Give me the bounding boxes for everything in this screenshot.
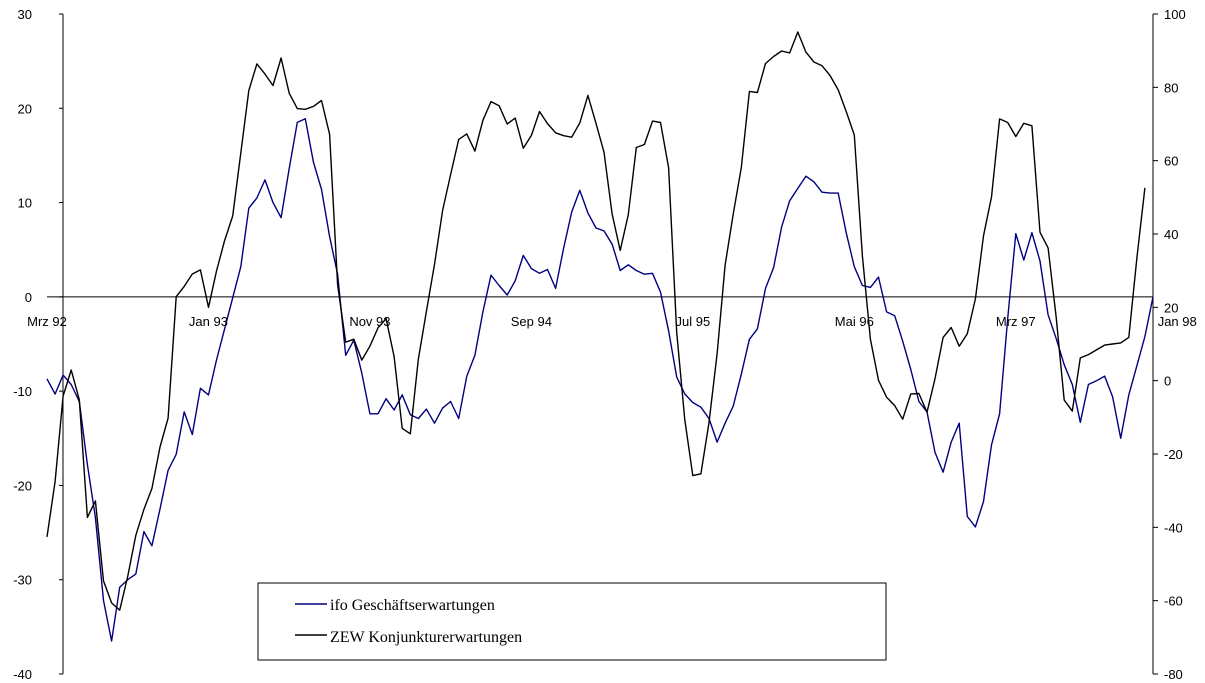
left-tick-label: 10: [18, 196, 32, 211]
right-tick-label: 40: [1164, 227, 1178, 242]
x-tick-label: Mai 96: [835, 314, 874, 329]
axes-layer: [47, 13, 1158, 675]
left-tick-label: -40: [13, 667, 32, 682]
series-line-zew: [46, 31, 1146, 611]
right-tick-label: 20: [1164, 300, 1178, 315]
right-tick-label: -40: [1164, 520, 1183, 535]
legend-box: [257, 582, 887, 661]
x-tick-label: Nov 93: [349, 314, 390, 329]
right-tick-label: -60: [1164, 594, 1183, 609]
left-tick-label: -10: [13, 384, 32, 399]
left-tick-label: 20: [18, 101, 32, 116]
tick-labels-layer: -40 -30 -20 -10 0 10 20 30 -80 -60 -40 -20 0 20 40 60 80…: [13, 7, 1197, 682]
legend-label-ifo: ifo Geschäftserwartungen: [330, 597, 495, 614]
legend: ifo Geschäftserwartungen ZEW Konjunkture…: [257, 582, 887, 661]
left-tick-label: 0: [25, 290, 32, 305]
x-tick-label: Mrz 92: [27, 314, 67, 329]
right-tick-label: 60: [1164, 154, 1178, 169]
right-tick-label: 100: [1164, 7, 1186, 22]
x-tick-label: Mrz 97: [996, 314, 1036, 329]
right-tick-label: -20: [1164, 447, 1183, 462]
x-tick-label: Jan 93: [189, 314, 228, 329]
left-tick-label: 30: [18, 7, 32, 22]
right-tick-label: -80: [1164, 667, 1183, 682]
legend-label-zew: ZEW Konjunkturerwartungen: [330, 629, 522, 646]
x-tick-label: Sep 94: [511, 314, 552, 329]
left-tick-label: -30: [13, 573, 32, 588]
series-line-ifo: [46, 117, 1154, 642]
x-tick-label: Jan 98: [1158, 314, 1197, 329]
right-tick-label: 80: [1164, 80, 1178, 95]
series-layer: [46, 31, 1154, 642]
right-tick-label: 0: [1164, 374, 1171, 389]
left-tick-label: -20: [13, 478, 32, 493]
x-tick-label: Jul 95: [675, 314, 710, 329]
